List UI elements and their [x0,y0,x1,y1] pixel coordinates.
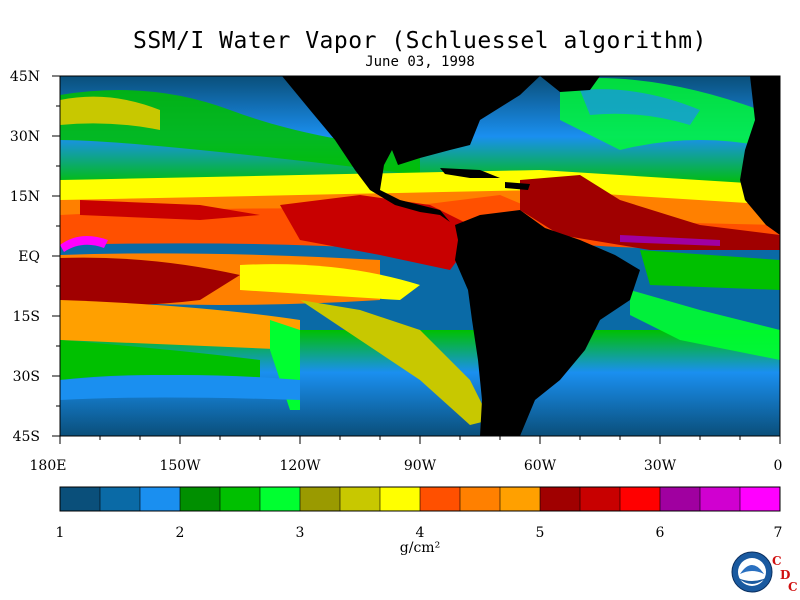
colorbar-swatch [740,487,781,511]
colorbar-swatch [100,487,141,511]
colorbar-tick-label: 4 [416,525,425,541]
cdc-letter: C [772,554,782,568]
noaa-logo-icon [731,551,773,593]
colorbar-tick-label: 7 [774,525,783,541]
colorbar-tick-label: 5 [536,525,545,541]
lat-label: 30N [10,129,40,145]
colorbar-swatch [540,487,581,511]
lon-label: 90W [404,458,437,474]
lon-label: 150W [159,458,201,474]
colorbar-swatch [140,487,181,511]
colorbar [59,486,781,512]
cdc-letter: C [788,580,798,594]
lat-label: 15S [13,309,40,325]
colorbar-ticks: 1 2 3 4 5 6 7 [56,525,783,541]
colorbar-swatch [260,487,301,511]
lon-label: 120W [279,458,321,474]
longitude-axis: 180E 150W 120W 90W 60W 30W 0 [30,436,783,474]
colorbar-tick-label: 2 [176,525,185,541]
lat-label: 45N [10,69,40,85]
colorbar-swatch [300,487,341,511]
colorbar-swatch [620,487,661,511]
colorbar-swatch [420,487,461,511]
lon-label: 30W [644,458,677,474]
map-date: June 03, 1998 [365,54,475,70]
lat-label: 30S [13,369,40,385]
land-masses [282,76,780,436]
cdc-letter: D [780,568,791,582]
colorbar-swatch [580,487,621,511]
colorbar-swatch [220,487,261,511]
vapor-field [60,76,780,436]
map-title: SSM/I Water Vapor (Schluessel algorithm) [133,28,707,54]
lon-label: 0 [774,458,783,474]
colorbar-swatch [500,487,541,511]
colorbar-swatch [660,487,701,511]
colorbar-swatch [700,487,741,511]
colorbar-tick-label: 1 [56,525,65,541]
colorbar-swatch [380,487,421,511]
lon-label: 60W [524,458,557,474]
colorbar-swatch [460,487,501,511]
colorbar-swatch [180,487,221,511]
colorbar-swatch [340,487,381,511]
colorbar-tick-label: 3 [296,525,305,541]
colorbar-tick-label: 6 [656,525,665,541]
lat-label: EQ [18,249,40,265]
colorbar-swatch [60,487,101,511]
lat-label: 15N [10,189,40,205]
lon-label: 180E [30,458,67,474]
noaa-cdc-logo: C D C [730,548,798,596]
colorbar-units: g/cm² [399,540,441,556]
latitude-axis: 45N 30N 15N EQ 15S 30S 45S [10,69,60,445]
lat-label: 45S [13,429,40,445]
